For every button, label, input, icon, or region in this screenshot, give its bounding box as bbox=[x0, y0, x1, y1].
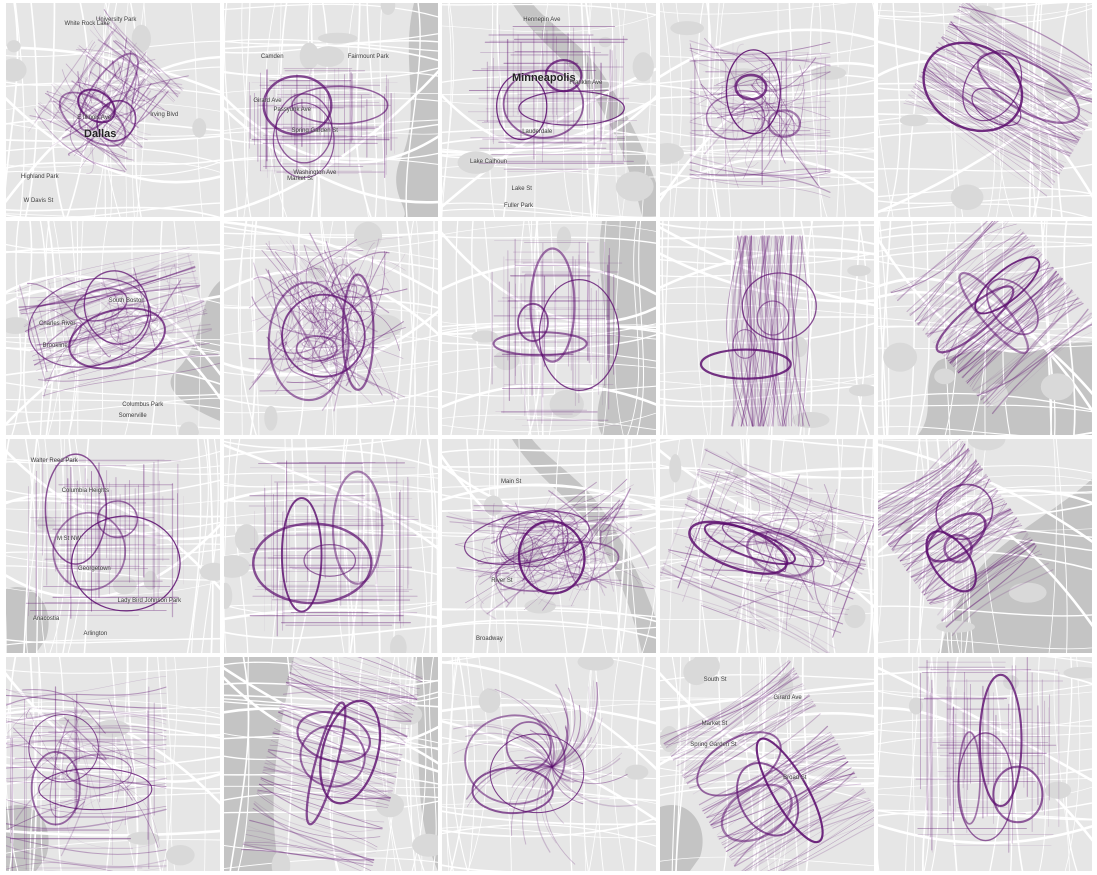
map-label: White Rock Lake bbox=[64, 21, 110, 28]
map-label: Columbia Heights bbox=[61, 488, 110, 495]
map-tile-washington-dc: Walter Reed Park Lady Bird Johnson Park Ar… bbox=[6, 439, 220, 653]
map-label: Somerville bbox=[118, 413, 147, 420]
map-label: Hennepin Ave bbox=[523, 16, 561, 23]
route-map-city-10 bbox=[878, 221, 1092, 435]
map-label: Anacostia bbox=[32, 615, 60, 622]
map-label: Irving Blvd bbox=[150, 111, 179, 118]
route-map-dallas bbox=[6, 3, 220, 217]
route-map-city-16 bbox=[6, 657, 220, 871]
map-tile-city-10 bbox=[878, 221, 1092, 435]
map-label: South St bbox=[703, 676, 727, 683]
route-map-philadelphia bbox=[224, 3, 438, 217]
map-tile-city-16 bbox=[6, 657, 220, 871]
map-label: Spring Garden St bbox=[291, 127, 338, 134]
route-map-city-20 bbox=[878, 657, 1092, 871]
map-label: Dallas bbox=[84, 128, 117, 140]
map-label: Highland Park bbox=[20, 173, 59, 180]
route-map-city-4 bbox=[660, 3, 874, 217]
map-label: Lady Bird Johnson Park bbox=[117, 598, 182, 605]
map-tile-city-9 bbox=[660, 221, 874, 435]
map-label: Broadway bbox=[476, 635, 503, 642]
map-label: Market St bbox=[701, 720, 728, 727]
map-label: Lake St bbox=[511, 185, 532, 192]
map-label: E Illinois Ave bbox=[77, 115, 112, 122]
map-tile-philadelphia: Fairmount Park Spring Garden St Market St W… bbox=[224, 3, 438, 217]
route-map-city-13 bbox=[442, 439, 656, 653]
map-label: Girard Ave bbox=[253, 97, 282, 104]
route-map-city-15 bbox=[878, 439, 1092, 653]
route-map-city-19 bbox=[660, 657, 874, 871]
route-map-new-york bbox=[224, 657, 438, 871]
map-label: W Davis St bbox=[23, 197, 54, 204]
route-map-minneapolis bbox=[442, 3, 656, 217]
map-label: Lauderdale bbox=[522, 128, 553, 135]
map-label: Brookline bbox=[42, 343, 68, 350]
map-label: South Boston bbox=[108, 297, 145, 304]
map-label: University Park bbox=[96, 17, 137, 23]
map-tile-new-york bbox=[224, 657, 438, 871]
route-map-city-12 bbox=[224, 439, 438, 653]
route-map-city-7 bbox=[224, 221, 438, 435]
map-tile-minneapolis: Minneapolis Lake Calhoun Fuller Park Lauder… bbox=[442, 3, 656, 217]
map-label: River St bbox=[491, 577, 513, 584]
map-tile-boston: Charles River South Boston Columbus Park So… bbox=[6, 221, 220, 435]
map-tile-city-13: River St Main St Broadway bbox=[442, 439, 656, 653]
map-tile-city-15 bbox=[878, 439, 1092, 653]
map-label: Spring Garden St bbox=[690, 741, 737, 748]
map-label: Camden bbox=[260, 53, 284, 60]
route-map-chicago bbox=[442, 221, 656, 435]
map-tile-city-14 bbox=[660, 439, 874, 653]
map-label: Franklin Ave bbox=[569, 80, 603, 87]
route-map-city-14 bbox=[660, 439, 874, 653]
map-label: Washington Ave bbox=[293, 169, 337, 176]
route-map-boston bbox=[6, 221, 220, 435]
route-map-paris bbox=[442, 657, 656, 871]
map-label: Passyunk Ave bbox=[273, 107, 312, 114]
map-label: Market St bbox=[287, 175, 313, 182]
map-tile-city-4 bbox=[660, 3, 874, 217]
map-tile-city-7 bbox=[224, 221, 438, 435]
route-map-washington-dc bbox=[6, 439, 220, 653]
map-label: Main St bbox=[501, 479, 522, 486]
map-tile-city-20 bbox=[878, 657, 1092, 871]
map-label: M St NW bbox=[56, 536, 81, 543]
route-map-city-5 bbox=[878, 3, 1092, 217]
map-label: Fuller Park bbox=[504, 203, 534, 209]
map-label: Fairmount Park bbox=[347, 54, 389, 61]
map-label: Girard Ave bbox=[773, 694, 802, 701]
map-label: Columbus Park bbox=[122, 402, 164, 409]
map-tile-chicago bbox=[442, 221, 656, 435]
map-label: Lake Calhoun bbox=[470, 159, 508, 165]
map-label: Charles River bbox=[39, 321, 76, 328]
map-tile-dallas: University Park Dallas Highland Park White … bbox=[6, 3, 220, 217]
map-label: Walter Reed Park bbox=[30, 458, 78, 465]
map-label: Broad St bbox=[783, 774, 807, 781]
map-tile-city-5 bbox=[878, 3, 1092, 217]
map-tile-paris bbox=[442, 657, 656, 871]
route-map-city-9 bbox=[660, 221, 874, 435]
map-grid: University Park Dallas Highland Park White … bbox=[6, 3, 1092, 872]
map-label: Georgetown bbox=[78, 565, 111, 572]
map-label: Minneapolis bbox=[512, 72, 576, 84]
map-tile-city-19: Broad St Market St South St Girard Ave Sprin… bbox=[660, 657, 874, 871]
map-label: Arlington bbox=[83, 631, 108, 638]
map-tile-city-12 bbox=[224, 439, 438, 653]
